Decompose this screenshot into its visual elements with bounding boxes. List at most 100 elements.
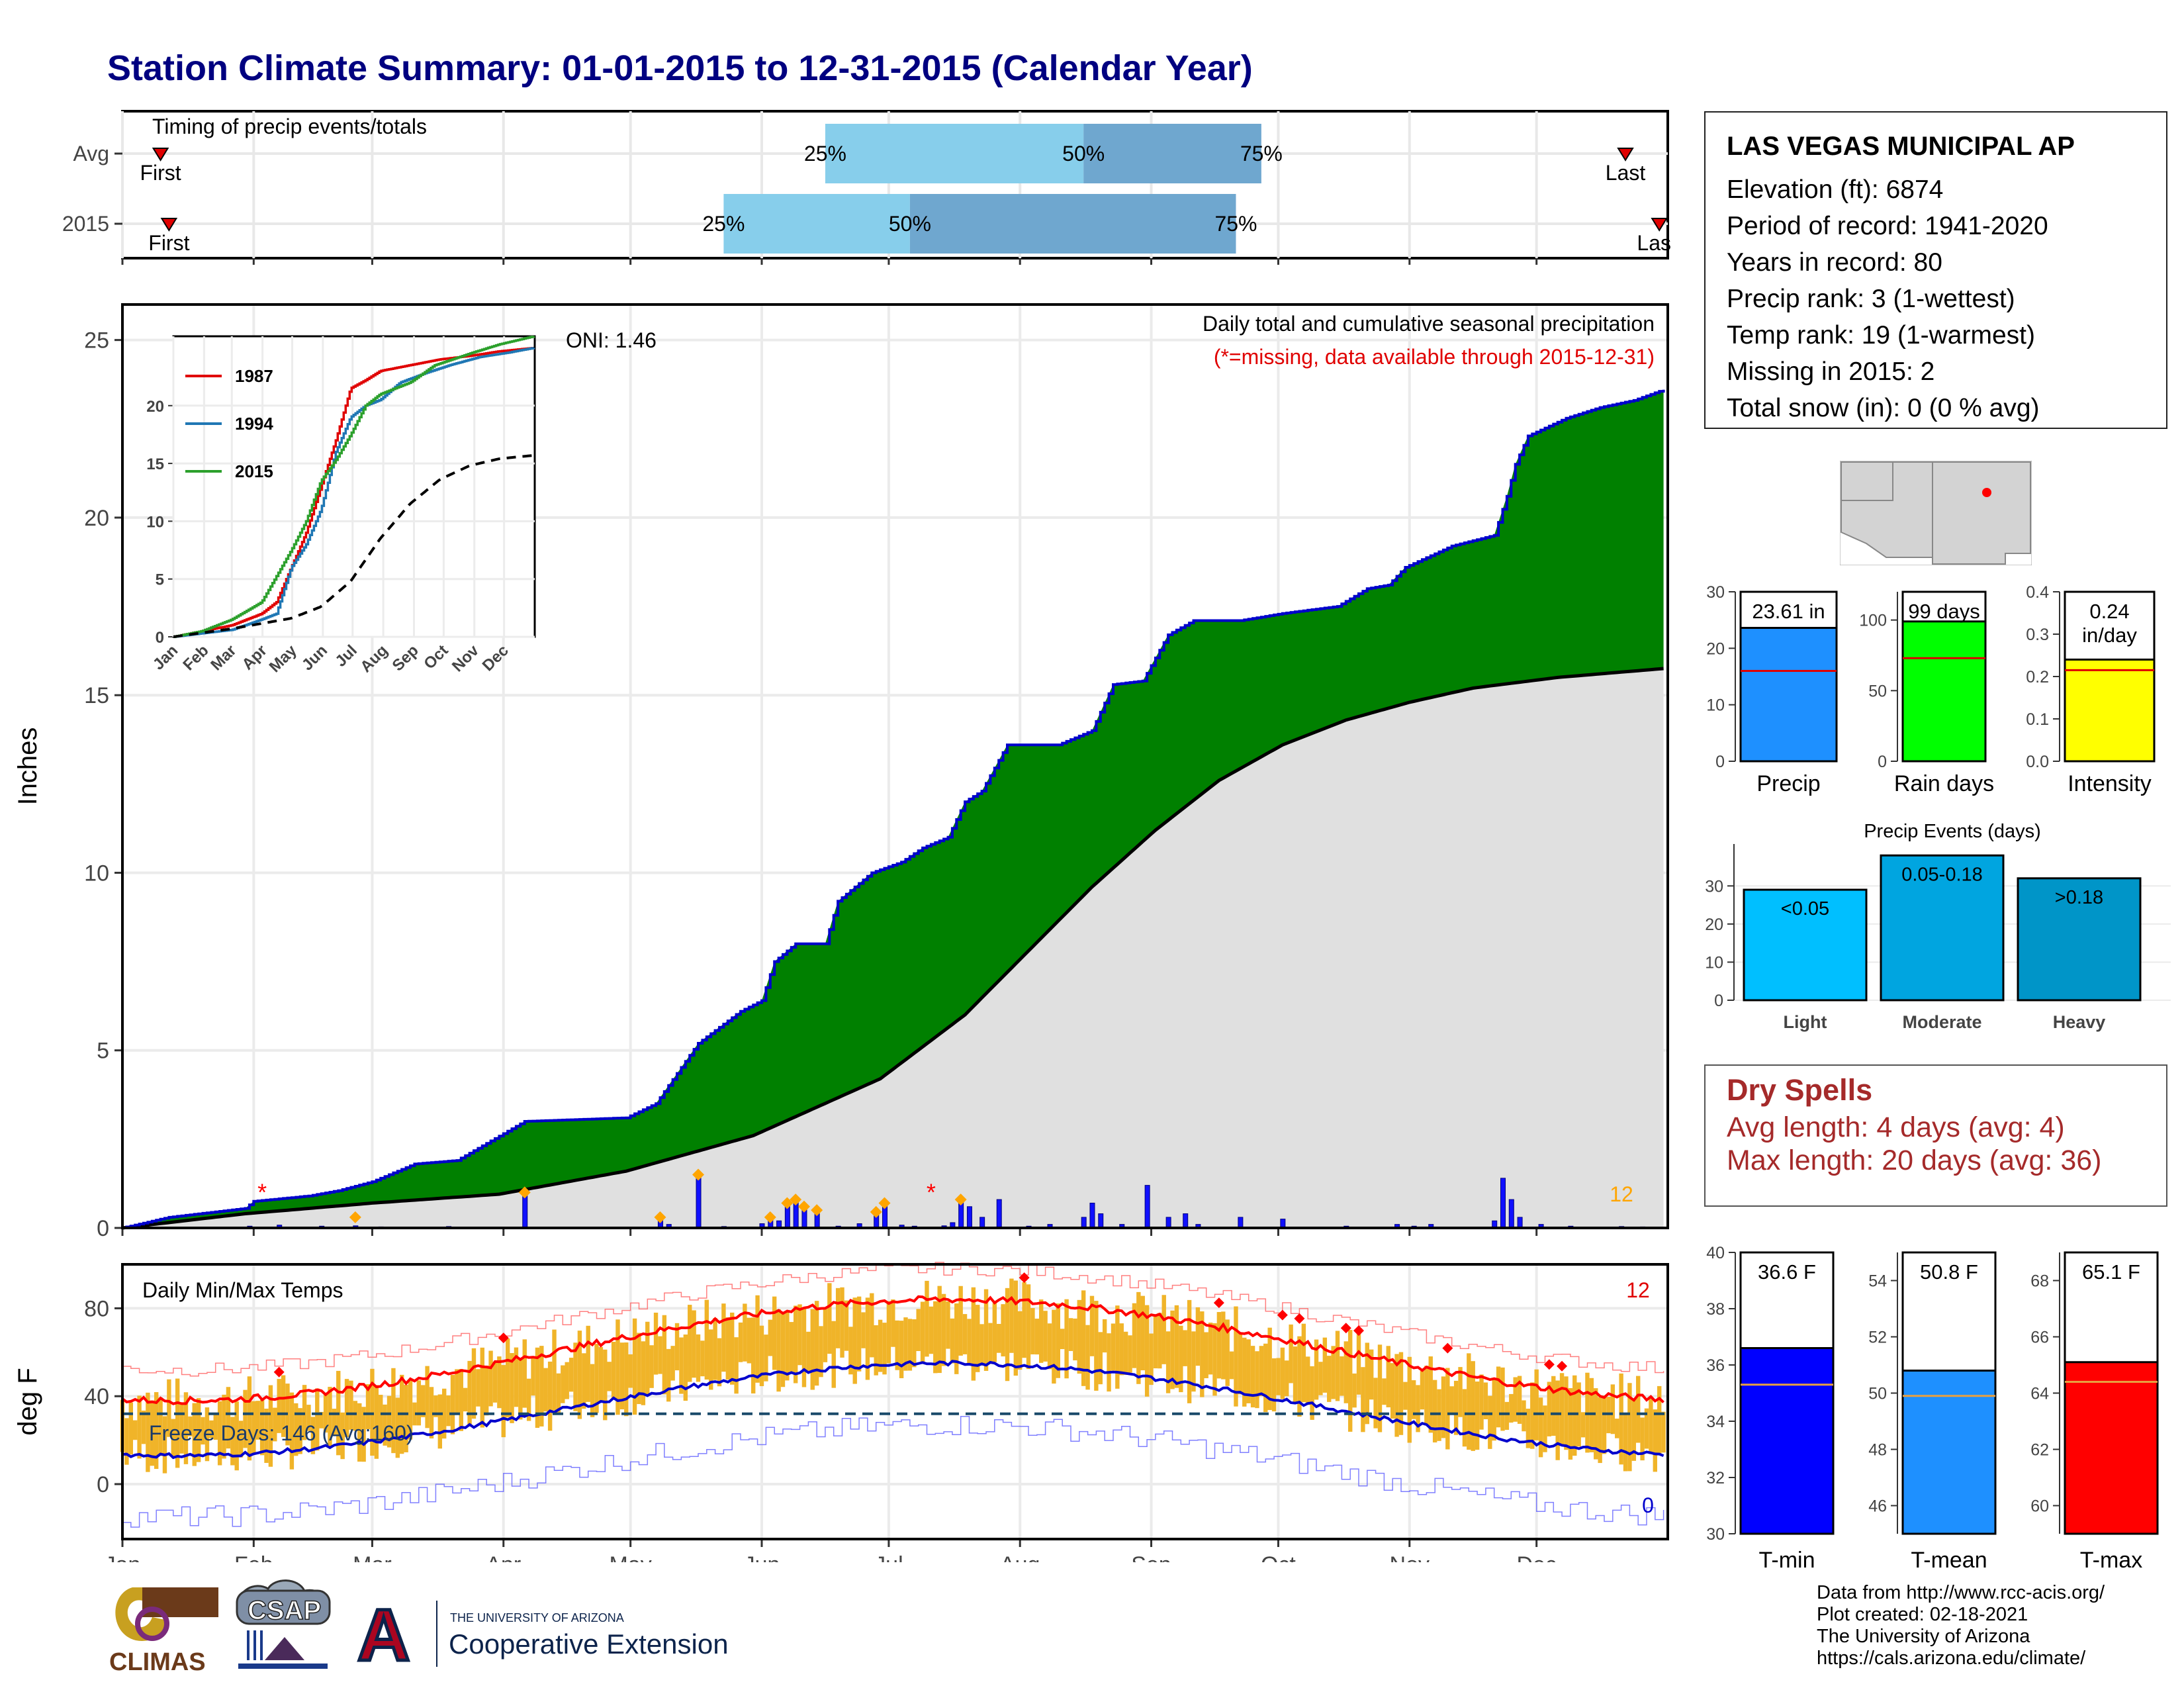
daily-temp-bar xyxy=(467,1360,472,1427)
daily-temp-bar xyxy=(383,1404,387,1446)
daily-temp-bar xyxy=(1598,1397,1602,1464)
record-high-marker-icon xyxy=(1557,1360,1568,1372)
daily-temp-bar xyxy=(971,1287,976,1381)
first-marker-icon xyxy=(152,148,169,162)
daily-temp-bar xyxy=(243,1389,248,1448)
dry-spells-box: Dry Spells Avg length: 4 days (avg: 4) M… xyxy=(1704,1064,2167,1207)
daily-temp-bar xyxy=(1060,1329,1065,1350)
daily-temp-bar xyxy=(933,1301,938,1374)
daily-temp-bar xyxy=(344,1379,349,1437)
daily-temp-bar xyxy=(306,1405,311,1431)
precip-events-y-tick-label: 10 xyxy=(1705,953,1723,972)
mini-bar-value xyxy=(2064,658,2156,763)
first-marker-icon xyxy=(160,218,178,232)
month-tick-label: Jul xyxy=(874,1552,903,1562)
daily-temp-bar xyxy=(561,1365,565,1403)
mini-bar-value xyxy=(1901,620,1987,763)
daily-temp-bar xyxy=(776,1309,781,1392)
daily-temp-bar xyxy=(793,1305,798,1383)
daily-temp-bar xyxy=(273,1407,277,1442)
precip-event-bar-label: <0.05 xyxy=(1781,898,1829,919)
precip-event-bar xyxy=(2017,877,2142,1002)
daily-temp-bar xyxy=(391,1368,396,1454)
daily-temp-bar xyxy=(1140,1295,1145,1371)
daily-temp-bar xyxy=(201,1417,205,1445)
record-high-marker-icon xyxy=(498,1333,509,1344)
daily-temp-bar xyxy=(1407,1356,1412,1443)
daily-temp-bar xyxy=(1623,1415,1628,1472)
mini-y-tick-label: 0.1 xyxy=(2026,710,2049,729)
daily-temp-bar xyxy=(488,1350,493,1407)
daily-temp-bar xyxy=(1276,1358,1281,1395)
daily-temp-bar xyxy=(1492,1380,1496,1441)
daily-temp-bar xyxy=(607,1362,612,1391)
daily-temp-bar xyxy=(764,1335,768,1382)
daily-temp-bar xyxy=(1453,1380,1459,1435)
station-period: Period of record: 1941-2020 xyxy=(1727,212,2048,240)
mini-y-tick-label: 52 xyxy=(1868,1329,1887,1347)
daily-temp-bar xyxy=(997,1323,1001,1353)
daily-temp-bar xyxy=(365,1384,371,1429)
daily-temp-bar xyxy=(713,1318,717,1380)
daily-temp-bar xyxy=(670,1346,675,1381)
daily-temp-bar xyxy=(1009,1278,1014,1353)
precip-y-axis-label: Inches xyxy=(13,727,42,806)
hot-count-label: 12 xyxy=(1626,1278,1650,1302)
daily-temp-bar xyxy=(844,1300,849,1351)
daily-temp-bar xyxy=(683,1335,688,1401)
daily-temp-bar xyxy=(522,1339,527,1408)
daily-temp-bar xyxy=(234,1401,239,1471)
mini-y-tick-label: 46 xyxy=(1868,1497,1887,1516)
daily-temp-bar xyxy=(1170,1310,1175,1389)
daily-temp-bar xyxy=(1280,1347,1285,1399)
daily-temp-bar xyxy=(1310,1366,1314,1420)
daily-temp-bar xyxy=(535,1347,540,1428)
daily-temp-bar xyxy=(725,1317,731,1380)
daily-temp-bar xyxy=(171,1419,175,1458)
inset-y-tick-label: 15 xyxy=(146,455,164,473)
mini-y-tick-label: 50 xyxy=(1868,682,1887,700)
inset-average-line xyxy=(173,453,534,638)
daily-temp-bar xyxy=(903,1317,908,1371)
daily-precip-bar xyxy=(966,1206,972,1229)
daily-temp-bar xyxy=(230,1417,235,1466)
event-diamond-icon xyxy=(518,1186,531,1199)
daily-temp-bar xyxy=(1212,1323,1217,1396)
month-tick-label: May xyxy=(610,1552,652,1562)
daily-temp-bar xyxy=(1034,1319,1040,1355)
temp-chart: 0 40 80 Jan Feb Mar Apr May Jun Jul Aug Sep Oct Nov De… xyxy=(13,1262,1669,1562)
temp-frame xyxy=(121,1263,1669,1540)
record-high-marker-icon xyxy=(1213,1297,1224,1309)
precip-events-y-tick-label: 20 xyxy=(1705,915,1723,934)
daily-temp-bar xyxy=(1246,1339,1251,1403)
daily-temp-bar xyxy=(738,1322,743,1362)
record-high-marker-icon xyxy=(1543,1359,1555,1370)
inset-series-1994 xyxy=(173,347,535,638)
daily-temp-bar xyxy=(603,1349,608,1421)
timing-row-label: 2015 xyxy=(62,212,109,236)
record-min-line xyxy=(122,1416,1664,1528)
timing-p75-label: 75% xyxy=(1214,212,1257,236)
daily-temp-bar xyxy=(835,1288,841,1348)
daily-temp-bar xyxy=(1119,1323,1124,1376)
daily-temp-bar xyxy=(518,1358,523,1420)
precip-y-tick-label: 20 xyxy=(84,506,109,531)
daily-temp-bar xyxy=(590,1364,595,1417)
daily-temp-bar xyxy=(124,1418,129,1465)
daily-temp-bar xyxy=(1636,1376,1641,1443)
mini-y-tick-label: 0.4 xyxy=(2026,583,2049,602)
daily-temp-bar xyxy=(717,1338,722,1387)
daily-temp-bar xyxy=(1081,1290,1086,1386)
dry-spells-max: Max length: 20 days (avg: 36) xyxy=(1727,1145,2102,1176)
precip-chart-title: Daily total and cumulative seasonal prec… xyxy=(1203,312,1655,336)
daily-temp-bar xyxy=(1640,1417,1645,1461)
timing-title: Timing of precip events/totals xyxy=(152,115,427,138)
daily-temp-bar xyxy=(1631,1399,1637,1461)
daily-temp-bar xyxy=(437,1394,442,1449)
mini-bar-value xyxy=(2064,1361,2159,1535)
mini-bar-value-label: 65.1 F xyxy=(2082,1260,2140,1284)
precip-event-bar xyxy=(1743,888,1868,1002)
daily-temp-bar xyxy=(895,1320,899,1370)
daily-temp-bar xyxy=(785,1311,790,1381)
daily-temp-bar xyxy=(238,1421,244,1458)
